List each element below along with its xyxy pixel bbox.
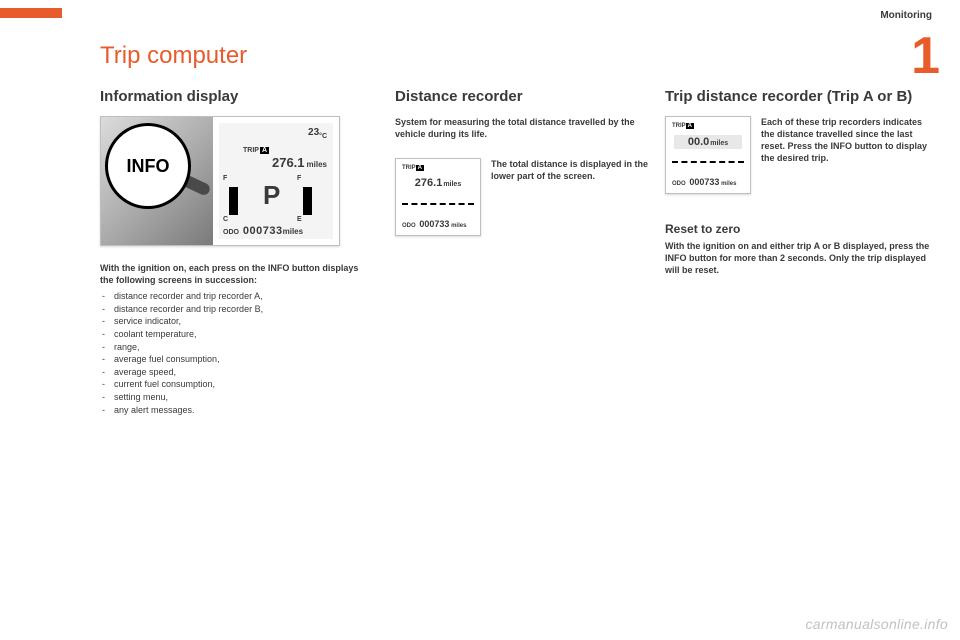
temp-gauge-icon: [229, 187, 238, 215]
column-distance-recorder: Distance recorder System for measuring t…: [395, 88, 655, 236]
mini-trip-value-hl: 00.0miles: [674, 135, 742, 149]
col1-list: distance recorder and trip recorder A, d…: [100, 290, 360, 416]
col1-intro: With the ignition on, each press on the …: [100, 262, 360, 286]
mini-trip-value: 276.1miles: [404, 177, 472, 189]
mini-trip-label: TRIPA: [672, 123, 694, 129]
list-item: average speed,: [100, 366, 360, 379]
mini-display-distance: TRIPA 276.1miles ODO 000733 miles: [395, 158, 481, 236]
list-item: current fuel consumption,: [100, 378, 360, 391]
page-title: Trip computer: [100, 42, 247, 70]
list-item: distance recorder and trip recorder A,: [100, 290, 360, 303]
col3-side-text: Each of these trip recorders indicates t…: [761, 116, 935, 165]
mini-trip-label: TRIPA: [402, 165, 424, 171]
info-button-circle: INFO: [105, 123, 191, 209]
column-trip-recorder: Trip distance recorder (Trip A or B) TRI…: [665, 88, 935, 276]
trip-miles: 276.1miles: [272, 155, 327, 170]
gear-indicator: P: [263, 180, 280, 211]
heading-reset: Reset to zero: [665, 222, 935, 236]
mini-odo: ODO 000733 miles: [672, 177, 736, 187]
chapter-number: 1: [911, 30, 940, 82]
temp-readout: 23°C: [308, 127, 327, 140]
mini-divider: [402, 203, 474, 205]
info-button-label: INFO: [127, 156, 170, 177]
gauge-area: F C P F E: [223, 177, 337, 221]
top-accent-bar: [0, 8, 62, 18]
column-information-display: Information display INFO 23°C TRIPA 276.…: [100, 88, 360, 416]
reset-text: With the ignition on and either trip A o…: [665, 240, 935, 276]
list-item: coolant temperature,: [100, 328, 360, 341]
odometer-readout: ODO 000733miles: [223, 225, 329, 237]
heading-info-display: Information display: [100, 88, 360, 106]
heading-distance-recorder: Distance recorder: [395, 88, 655, 106]
list-item: any alert messages.: [100, 404, 360, 417]
heading-trip-recorder: Trip distance recorder (Trip A or B): [665, 88, 935, 106]
col3-figure-row: TRIPA 00.0miles ODO 000733 miles Each of…: [665, 116, 935, 194]
list-item: distance recorder and trip recorder B,: [100, 303, 360, 316]
list-item: average fuel consumption,: [100, 353, 360, 366]
trip-label: TRIPA: [243, 147, 269, 154]
mini-display-trip: TRIPA 00.0miles ODO 000733 miles: [665, 116, 751, 194]
list-item: setting menu,: [100, 391, 360, 404]
list-item: range,: [100, 341, 360, 354]
watermark: carmanualsonline.info: [806, 616, 949, 632]
col2-side-text: The total distance is displayed in the l…: [491, 158, 655, 182]
col2-intro: System for measuring the total distance …: [395, 116, 655, 140]
mini-odo: ODO 000733 miles: [402, 219, 466, 229]
lcd-screen: 23°C TRIPA 276.1miles F C P F E ODO 0007…: [219, 123, 333, 239]
section-label: Monitoring: [880, 10, 932, 21]
col2-figure-row: TRIPA 276.1miles ODO 000733 miles The to…: [395, 158, 655, 236]
display-illustration-main: INFO 23°C TRIPA 276.1miles F C P F E: [100, 116, 340, 246]
mini-divider: [672, 161, 744, 163]
list-item: service indicator,: [100, 315, 360, 328]
fuel-gauge-icon: [303, 187, 312, 215]
